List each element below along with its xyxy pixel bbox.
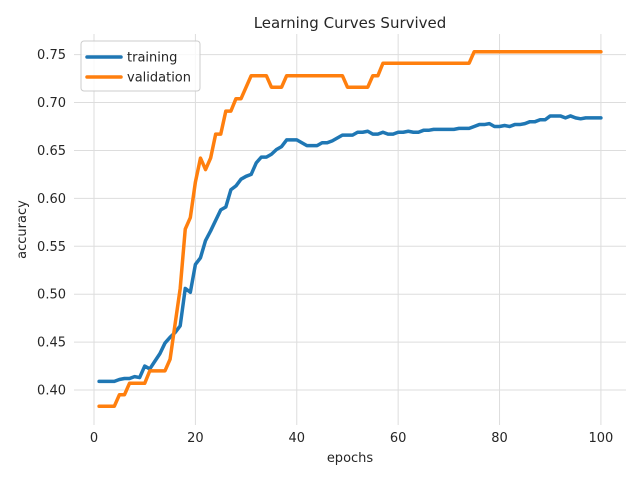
- y-axis-label: accuracy: [15, 200, 30, 259]
- plot-area: [74, 34, 626, 425]
- y-tick-label: 0.50: [37, 288, 66, 303]
- x-axis-label: epochs: [327, 451, 374, 466]
- x-tick-label: 40: [289, 431, 306, 446]
- y-tick-label: 0.75: [37, 48, 66, 63]
- y-tick-label: 0.65: [37, 144, 66, 159]
- x-tick-label: 60: [390, 431, 407, 446]
- y-tick-label: 0.55: [37, 240, 66, 255]
- legend-label-training: training: [127, 51, 177, 66]
- x-tick-label: 0: [90, 431, 98, 446]
- chart-title: Learning Curves Survived: [254, 14, 447, 32]
- series-line-validation: [97, 49, 603, 409]
- x-tick-label: 100: [588, 431, 613, 446]
- legend-label-validation: validation: [127, 71, 191, 86]
- legend: training validation: [80, 40, 201, 92]
- y-tick-label: 0.40: [37, 384, 66, 399]
- y-tick-label: 0.60: [37, 192, 66, 207]
- series-line-training: [97, 114, 603, 384]
- tick-labels: 0 20 40 60 80 100 0.40 0.45 0.50 0.55 0.60 0.65 0.70…: [37, 48, 613, 446]
- x-tick-label: 80: [491, 431, 508, 446]
- series-lines: [97, 49, 603, 409]
- y-tick-label: 0.45: [37, 336, 66, 351]
- x-tick-label: 20: [187, 431, 204, 446]
- y-tick-label: 0.70: [37, 96, 66, 111]
